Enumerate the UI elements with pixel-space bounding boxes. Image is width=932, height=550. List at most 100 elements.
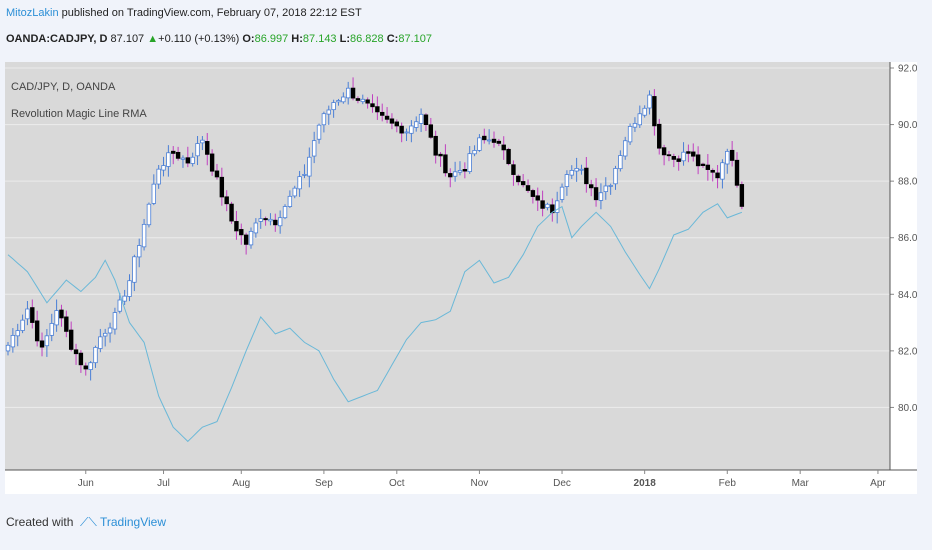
publish-text: published on TradingView.com, February 0… (58, 7, 362, 19)
candle-body (73, 349, 79, 355)
candle-body (78, 352, 84, 366)
candle-body (506, 148, 511, 165)
candle-body (637, 113, 642, 126)
candle-body (661, 147, 667, 156)
candle-body (642, 107, 647, 116)
candle-body (64, 316, 69, 332)
candle-body (336, 100, 341, 103)
candle-body (516, 175, 521, 183)
candle-body (44, 335, 50, 347)
x-tick-label: Sep (315, 478, 333, 489)
candle-body (457, 170, 463, 173)
candle-body (452, 171, 458, 177)
legend-indicator: Revolution Magic Line RMA (11, 108, 147, 120)
candle-body (647, 94, 652, 109)
candle-body (107, 327, 113, 334)
candle-body (559, 186, 565, 200)
candle-body (365, 99, 370, 104)
candle-body (691, 151, 696, 157)
candle-body (574, 168, 579, 172)
candle-body (448, 173, 453, 178)
candle-body (93, 347, 98, 364)
candle-body (618, 155, 623, 170)
candle-body (137, 245, 142, 258)
chart-frame[interactable]: 80.000 82.000 84.000 86.000 88.000 90.000 92.0… (5, 62, 917, 494)
candle-body (132, 256, 137, 283)
high-label: H: (291, 33, 303, 45)
change-value: +0.110 (+0.13%) (158, 33, 240, 45)
candle-body (239, 229, 244, 236)
candle-body (428, 124, 434, 138)
candle-body (467, 153, 472, 172)
candle-body (122, 295, 127, 302)
candle-body (112, 312, 118, 330)
candle-body (287, 195, 293, 207)
x-tick-label: Aug (232, 478, 250, 489)
candle-body (545, 203, 550, 209)
candle-body (248, 230, 254, 246)
candle-body (302, 173, 307, 176)
candle-body (30, 307, 35, 323)
candle-body (297, 176, 302, 190)
candle-body (486, 139, 492, 142)
author-link[interactable]: MitozLakin (6, 7, 59, 19)
candle-body (700, 163, 706, 166)
candle-body (525, 185, 531, 191)
candle-body (88, 362, 93, 370)
legend-title: CAD/JPY, D, OANDA (11, 81, 116, 93)
candle-body (686, 151, 691, 154)
candle-body (5, 344, 11, 352)
candle-body (190, 156, 195, 164)
candle-body (501, 144, 506, 151)
y-tick-label: 84.000 (898, 290, 917, 301)
tradingview-logo-icon: ⟋⟍ (80, 515, 97, 529)
candle-body (258, 218, 263, 222)
candle-body (384, 115, 390, 120)
candle-body (593, 187, 599, 201)
candle-body (277, 217, 283, 227)
candle-body (540, 200, 545, 209)
candle-body (185, 157, 191, 164)
candle-body (472, 150, 477, 155)
y-tick-label: 90.000 (898, 120, 917, 131)
candle-body (632, 123, 638, 128)
candle-body (608, 185, 613, 187)
tradingview-brand[interactable]: TradingView (99, 515, 167, 529)
candle-body (166, 152, 171, 167)
candle-body (243, 234, 249, 245)
low-value: 86.828 (350, 33, 384, 45)
magic-line-series (7, 203, 743, 443)
x-tick-label: Dec (553, 478, 571, 489)
candle-body (496, 140, 502, 144)
price-chart[interactable]: 80.000 82.000 84.000 86.000 88.000 90.000 92.0… (5, 62, 917, 494)
x-tick-label: Jul (157, 478, 170, 489)
candle-body (205, 141, 210, 155)
candle-body (326, 109, 331, 115)
x-tick-label: Feb (719, 478, 737, 489)
candle-body (151, 183, 156, 204)
high-value: 87.143 (302, 33, 337, 45)
candle-body (25, 308, 30, 320)
candle-body (623, 140, 628, 157)
candle-body (579, 168, 584, 171)
candle-body (253, 222, 259, 234)
footer: Created with ⟋⟍ TradingView (6, 515, 166, 530)
candle-body (263, 218, 268, 221)
candle-body (584, 167, 589, 185)
candle-body (224, 196, 229, 205)
candle-body (229, 203, 234, 222)
candle-body (146, 203, 152, 226)
candle-body (171, 150, 176, 154)
candle-body (161, 165, 166, 171)
y-tick-label: 80.000 (898, 403, 917, 414)
candle-body (535, 195, 540, 201)
candle-body (15, 330, 20, 337)
candle-body (666, 154, 672, 157)
candle-body (321, 113, 327, 126)
candle-body (394, 121, 399, 127)
candle-body (141, 223, 147, 248)
candle-body (311, 140, 317, 157)
candle-body (389, 118, 395, 124)
open-value: 86.997 (254, 33, 289, 45)
x-tick-label: Mar (792, 478, 810, 489)
